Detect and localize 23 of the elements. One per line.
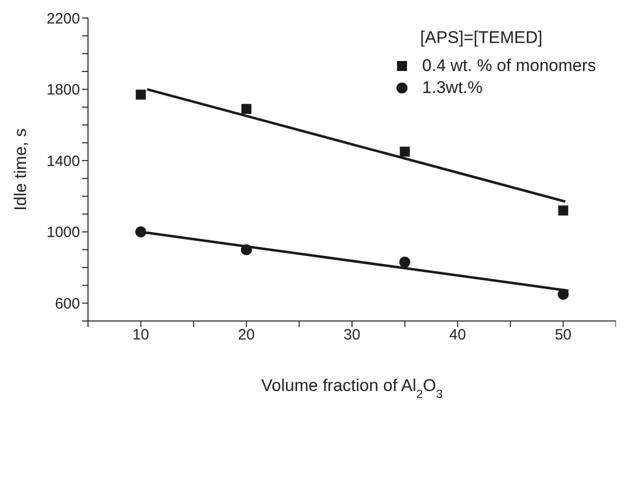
y-tick-label: 1800 — [46, 82, 80, 99]
y-tick-label: 2200 — [46, 10, 80, 28]
x-axis-title: Volume fraction of Al$_{2}$O$_{3}$ — [261, 376, 444, 401]
point — [400, 146, 410, 157]
legend-label: 0.4 wt. % of monomers — [422, 56, 596, 76]
x-tick-label: 10 — [132, 326, 150, 344]
point — [399, 256, 410, 268]
point — [558, 288, 569, 300]
legend-label: 1.3wt.% — [422, 78, 483, 98]
point — [135, 226, 146, 238]
y-tick-label: 1400 — [46, 152, 80, 170]
point — [241, 104, 252, 114]
y-axis-title: Idle time, s — [11, 128, 30, 211]
point — [136, 90, 146, 100]
y-tick-label: 1000 — [46, 224, 80, 242]
y-tick-label: 600 — [54, 296, 80, 312]
point — [558, 205, 568, 216]
x-tick-label: 30 — [344, 326, 360, 344]
x-tick-label: 40 — [449, 326, 466, 344]
x-tick-label: 20 — [238, 326, 255, 344]
point — [240, 244, 252, 256]
legend-title: [APS]=[TEMED] — [420, 28, 544, 48]
x-tick-label: 50 — [554, 326, 572, 344]
